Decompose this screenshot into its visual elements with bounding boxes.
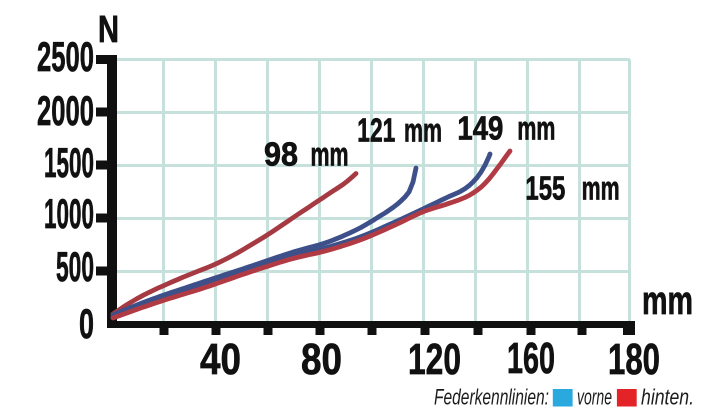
- svg-text:1000: 1000: [44, 190, 94, 237]
- svg-text:Federkennlinien:: Federkennlinien:: [434, 385, 549, 410]
- svg-text:mm: mm: [311, 136, 349, 173]
- svg-text:vorne: vorne: [577, 385, 612, 410]
- svg-text:2500: 2500: [37, 33, 94, 80]
- svg-text:1500: 1500: [44, 139, 94, 186]
- svg-text:500: 500: [56, 243, 94, 290]
- svg-text:120: 120: [408, 335, 461, 384]
- svg-text:0: 0: [79, 300, 94, 347]
- svg-text:180: 180: [608, 335, 660, 384]
- svg-text:N: N: [98, 9, 119, 51]
- svg-text:hinten.: hinten.: [641, 385, 694, 410]
- svg-text:40: 40: [200, 335, 241, 384]
- svg-text:mm: mm: [582, 170, 620, 207]
- svg-text:121: 121: [357, 112, 395, 149]
- svg-text:2000: 2000: [37, 87, 94, 134]
- svg-text:149: 149: [457, 110, 503, 147]
- svg-text:155: 155: [525, 170, 565, 207]
- svg-text:80: 80: [301, 335, 342, 384]
- svg-text:98: 98: [264, 136, 298, 173]
- svg-text:mm: mm: [517, 110, 555, 147]
- svg-text:mm: mm: [404, 112, 442, 149]
- svg-text:mm: mm: [642, 279, 693, 323]
- svg-text:160: 160: [507, 334, 555, 383]
